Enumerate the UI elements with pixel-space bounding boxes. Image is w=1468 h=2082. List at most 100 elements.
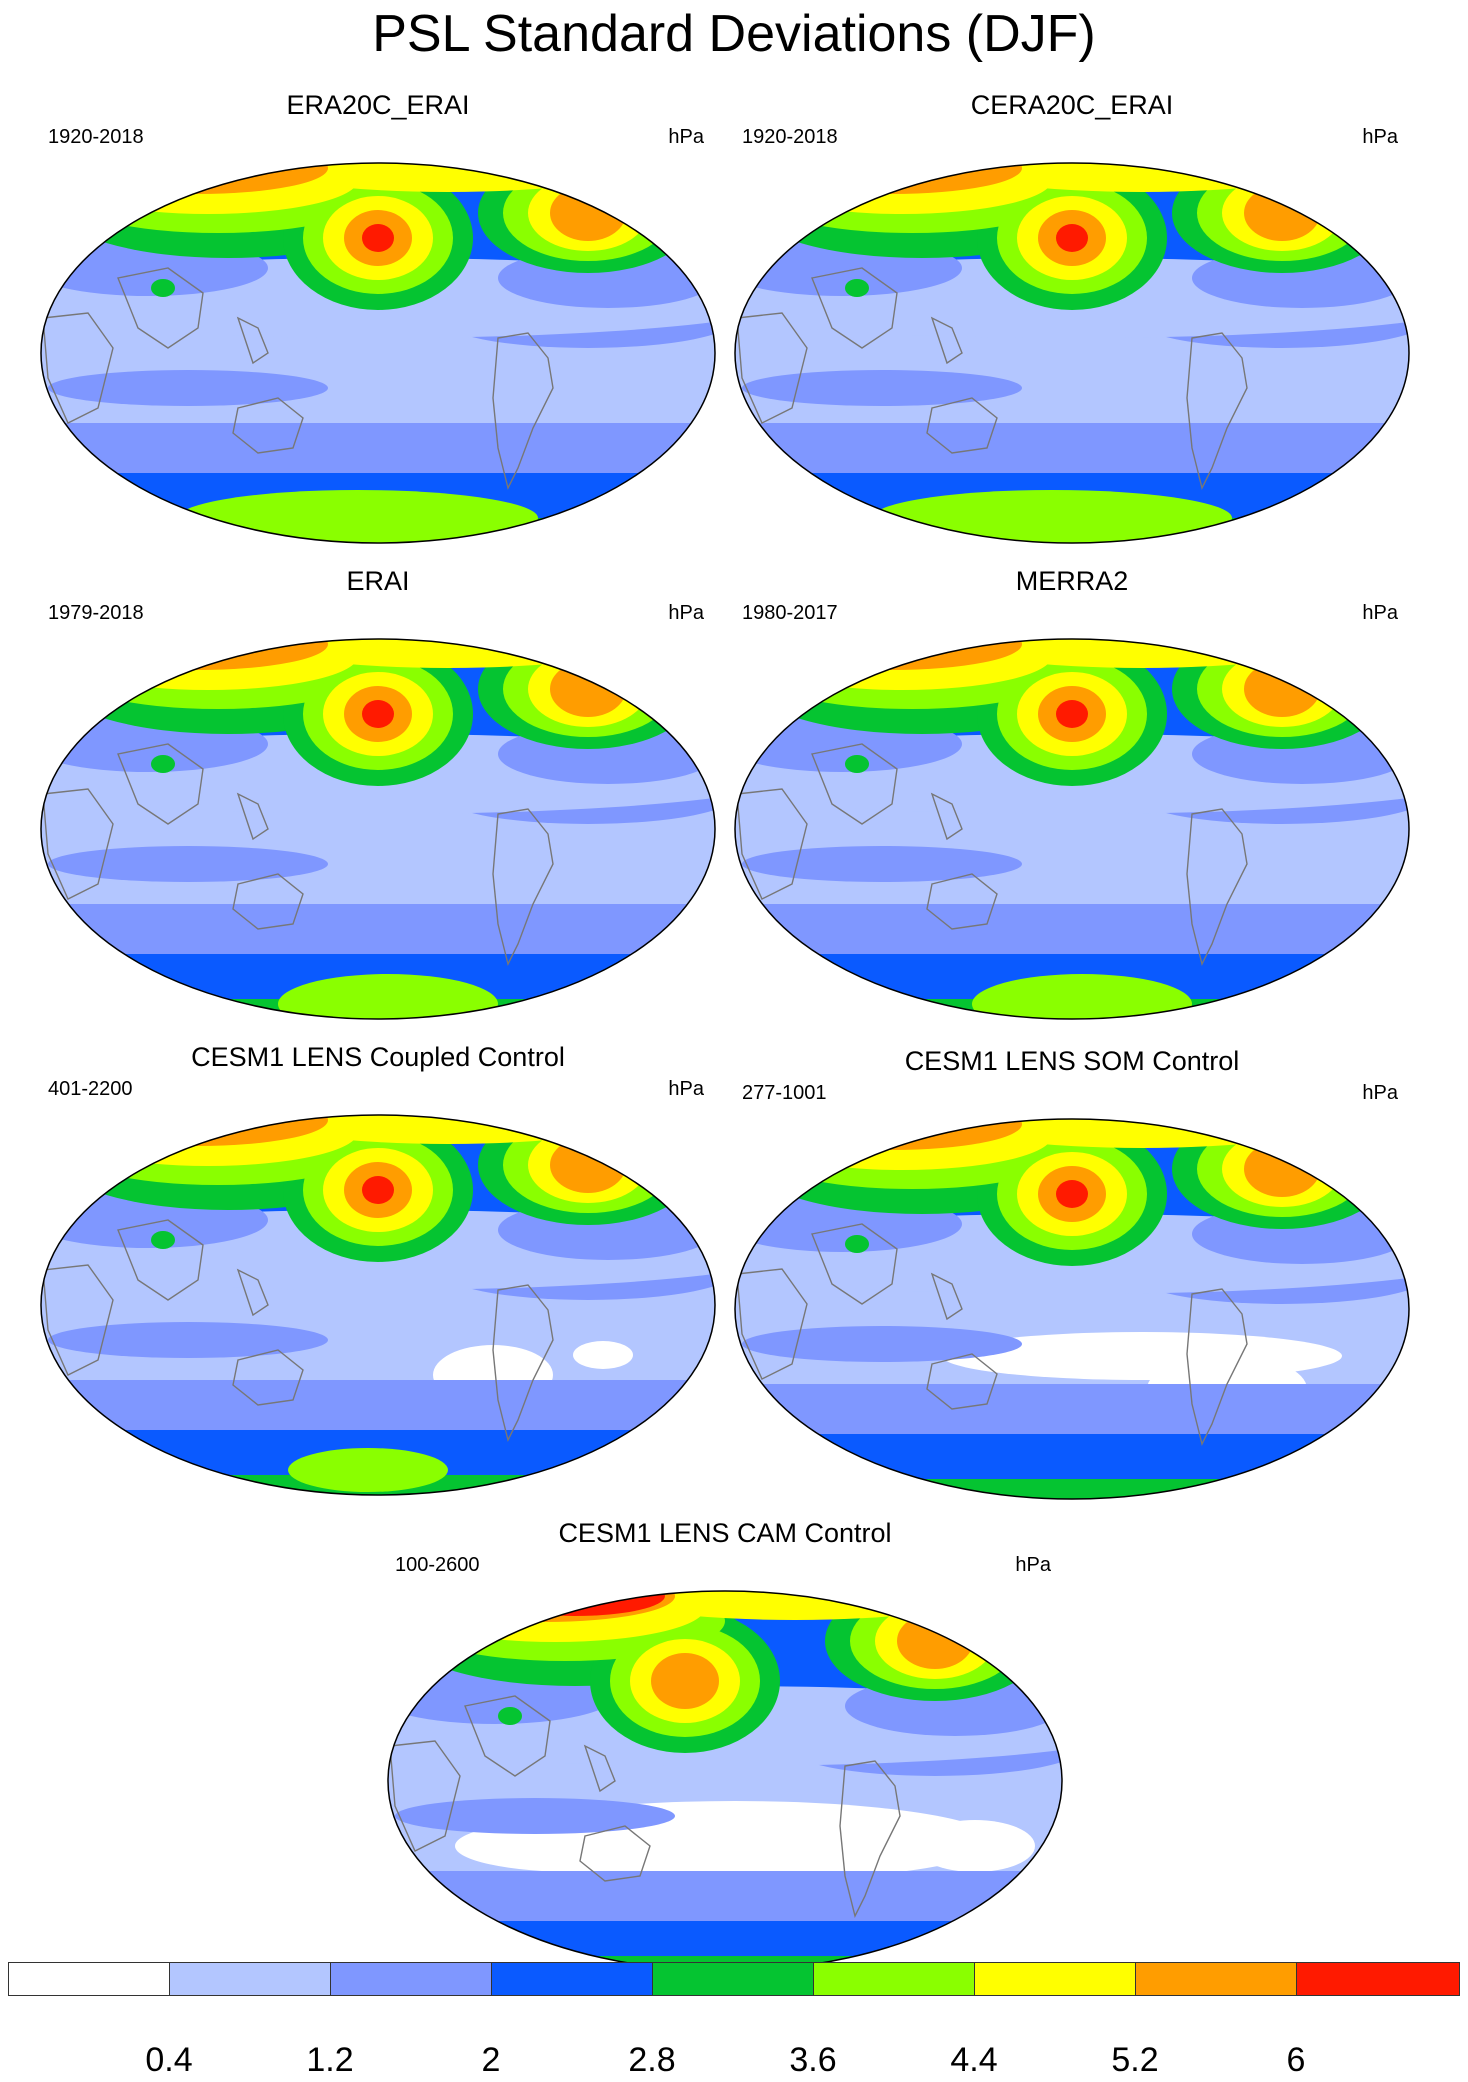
contour-region [278,974,498,1019]
contour-region [1192,1010,1372,1019]
coastline [42,312,114,424]
contour-region [845,1235,869,1253]
contour-band [735,1384,1409,1434]
coastline [583,1744,616,1793]
panel-units: hPa [1362,126,1398,148]
contour-region [742,370,1022,406]
colorbar-box [491,1962,653,1996]
coastline [232,873,304,930]
map-border [40,1114,716,1496]
contour-region [972,974,1192,1019]
map-panel-era20c-erai: ERA20C_ERAI 1920-2018 hPa [28,88,728,558]
contour-region [608,648,648,680]
contour-band [735,1434,1409,1479]
coastline [492,332,554,491]
map-panel-cesm1-cam: CESM1 LENS CAM Control 100-2600 hPa [375,1516,1075,1986]
colorbar-box [813,1962,975,1996]
coastline [926,1353,998,1410]
contour-region [151,755,175,773]
coastline [492,1284,554,1443]
colorbar-box [1135,1962,1297,1996]
map-border [734,1118,1410,1500]
contour-region [485,1591,605,1606]
map-panel-cesm1-som: CESM1 LENS SOM Control 277-1001 hPa [722,1044,1422,1514]
coastline [236,792,269,841]
panel-units: hPa [668,1078,704,1100]
coastline [117,267,204,349]
colorbar-box [974,1962,1136,1996]
colorbar-label: 1.2 [306,2041,354,2079]
contour-region [845,755,869,773]
contour-region [288,1448,448,1492]
contour-region [872,490,1232,543]
coastline [236,316,269,365]
panel-units: hPa [1362,602,1398,624]
contour-region [151,1231,175,1249]
coastline [236,1268,269,1317]
colorbar-label: 4.4 [950,2041,998,2079]
contour-region [138,1115,258,1130]
coastline [811,267,898,349]
contour-region [742,1326,1022,1362]
contour-region [48,370,328,406]
panel-years: 277-1001 [742,1082,827,1104]
contour-region [48,846,328,882]
contour-band [735,904,1409,954]
map-erai [40,638,716,1020]
contour-region [742,846,1022,882]
contour-region [498,1010,678,1019]
contour-region [178,490,538,543]
panel-title: ERA20C_ERAI [286,90,470,120]
coastline [930,1272,963,1321]
contour-band [41,904,715,954]
coastline [232,397,304,454]
contour-band [735,423,1409,473]
panel-years: 401-2200 [48,1078,133,1100]
coastline [736,312,808,424]
colorbar-label: 2 [481,2041,501,2079]
contour-region [498,1707,522,1725]
panel-years: 1979-2018 [48,602,144,624]
coastline [464,1695,551,1777]
contour-region [1302,648,1342,680]
contour-region [1056,700,1088,728]
map-cesm1-coupled [40,1114,716,1496]
coastline [736,1268,808,1380]
coastline [117,743,204,825]
contour-region [395,1798,675,1834]
map-cesm1-cam [387,1590,1063,1972]
coastline [1186,332,1248,491]
coastline [117,1219,204,1301]
map-panel-cesm1-coupled: CESM1 LENS Coupled Control 401-2200 hPa [28,1040,728,1510]
contour-band [41,423,715,473]
map-panel-merra2: MERRA2 1980-2017 hPa [722,564,1422,1034]
map-merra2 [734,638,1410,1020]
coastline [42,788,114,900]
colorbar [8,1962,1462,1998]
colorbar-label: 6 [1286,2041,1306,2079]
contour-region [651,1653,719,1709]
contour-region [573,1341,633,1369]
coastline [839,1760,901,1919]
contour-band [41,1380,715,1430]
map-era20c-erai [40,162,716,544]
map-panel-cera20c-erai: CERA20C_ERAI 1920-2018 hPa [722,88,1422,558]
panel-years: 1920-2018 [742,126,838,148]
panel-units: hPa [668,602,704,624]
coastline [1186,808,1248,967]
coastline [579,1825,651,1882]
contour-region [485,1591,665,1616]
coastline [926,397,998,454]
map-border [40,638,716,1020]
colorbar-label: 2.8 [628,2041,676,2079]
colorbar-label: 0.4 [145,2041,193,2079]
coastline [930,792,963,841]
panel-years: 1920-2018 [48,126,144,148]
panel-years: 100-2600 [395,1554,480,1576]
panel-title: MERRA2 [1015,566,1129,596]
colorbar-box [652,1962,814,1996]
map-border [734,638,1410,1020]
contour-region [362,1176,394,1204]
colorbar-box [8,1962,170,1996]
panel-title: CERA20C_ERAI [970,90,1174,120]
